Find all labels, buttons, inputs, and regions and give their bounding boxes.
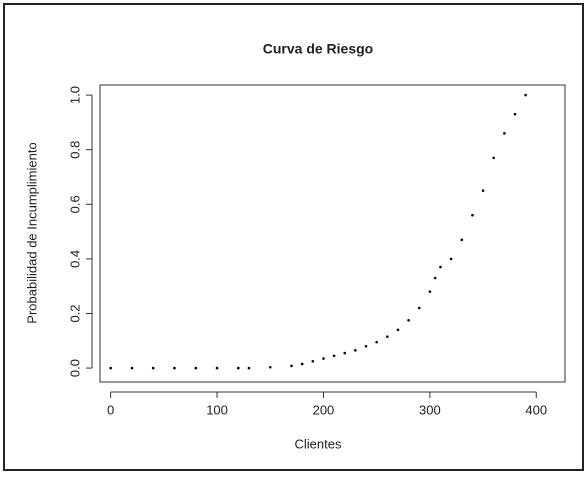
point xyxy=(524,93,527,97)
y-tick-label: 0.8 xyxy=(67,141,82,159)
point xyxy=(449,257,453,261)
point xyxy=(492,156,496,160)
point xyxy=(417,306,421,310)
y-tick-label: 0.6 xyxy=(67,195,82,213)
y-tick-label: 0.4 xyxy=(67,250,82,268)
point xyxy=(151,366,155,370)
point xyxy=(428,290,432,293)
x-axis-label: Clientes xyxy=(295,436,342,451)
y-tick-label: 0.2 xyxy=(67,304,82,322)
point xyxy=(460,238,464,242)
point xyxy=(290,364,293,368)
x-tick-label: 100 xyxy=(206,402,228,417)
y-axis-label: Probabilidad de Incumplimiento xyxy=(24,142,39,323)
y-tick-label: 0.0 xyxy=(67,359,82,377)
point xyxy=(481,189,485,192)
point xyxy=(247,366,251,370)
chart-title: Curva de Riesgo xyxy=(263,41,373,57)
point xyxy=(513,112,517,116)
plot-box xyxy=(99,84,566,383)
x-tick-label: 300 xyxy=(419,402,441,417)
point xyxy=(311,359,315,363)
point xyxy=(471,213,474,217)
point xyxy=(343,351,347,355)
point xyxy=(300,362,304,366)
point xyxy=(194,366,198,370)
point xyxy=(354,349,357,352)
point xyxy=(433,276,437,280)
frame xyxy=(3,3,584,471)
point xyxy=(407,319,410,322)
y-tick-label: 1.0 xyxy=(67,86,82,104)
point xyxy=(364,344,368,348)
point xyxy=(215,366,219,370)
point xyxy=(332,354,336,358)
point xyxy=(322,357,325,360)
point xyxy=(375,340,378,344)
point xyxy=(173,366,176,370)
point xyxy=(130,366,134,370)
point xyxy=(439,265,442,269)
point xyxy=(385,335,389,338)
point xyxy=(237,366,240,370)
point xyxy=(109,366,112,370)
point xyxy=(503,132,506,135)
x-tick-label: 400 xyxy=(525,402,547,417)
x-tick-label: 0 xyxy=(107,402,114,417)
point xyxy=(396,328,400,332)
point xyxy=(268,365,272,369)
x-tick-label: 200 xyxy=(313,402,335,417)
